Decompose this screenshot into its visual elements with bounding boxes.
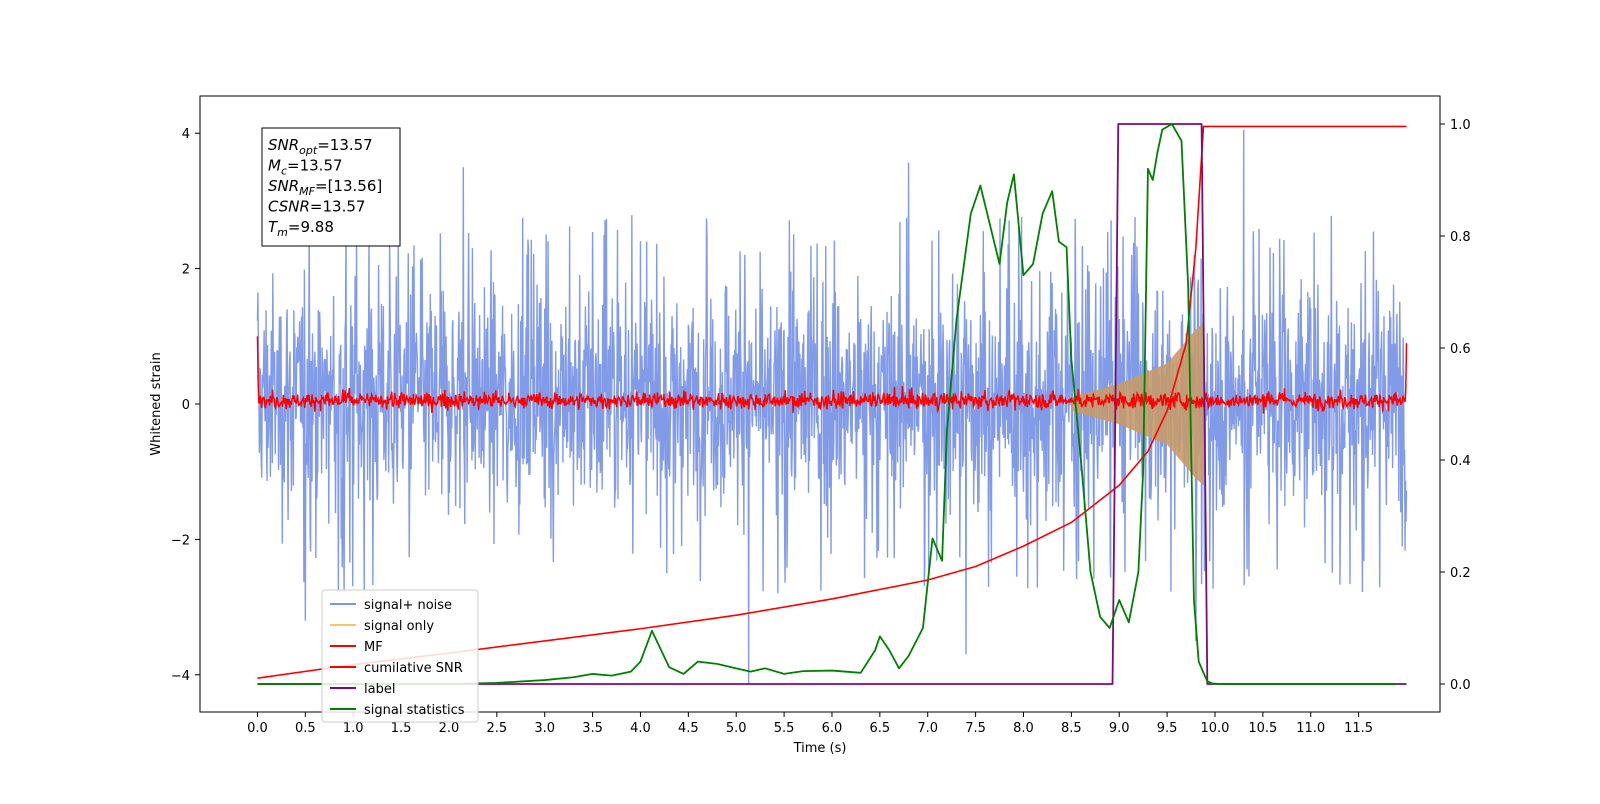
legend-item: signal statistics	[364, 703, 465, 718]
x-axis: 0.0 0.5 1.0 1.5 2.0 2.5 3.0 3.5 4.0 4.5 5.0 5.5 6.0 6…	[247, 712, 1373, 736]
x-tick-label: 9.0	[1109, 721, 1130, 736]
y-tick-label: −2	[171, 533, 190, 548]
series-signal-statistics	[257, 123, 1397, 685]
x-tick-label: 10.0	[1201, 721, 1230, 736]
stats-annotation-box: SNRopt=13.57Mc=13.57SNRMF=[13.56]CSNR=13…	[261, 127, 401, 247]
x-tick-label: 7.0	[917, 721, 938, 736]
series-signal-plus-noise	[256, 129, 1408, 685]
x-tick-label: 10.5	[1248, 721, 1277, 736]
y2-tick-label: 0.4	[1450, 454, 1471, 469]
y-tick-label: 4	[182, 127, 190, 142]
x-tick-label: 2.5	[486, 721, 507, 736]
x-tick-label: 0.0	[247, 721, 268, 736]
y-tick-label: 2	[182, 263, 190, 278]
y-tick-label: 0	[182, 398, 190, 413]
series-mf	[256, 336, 1408, 414]
x-tick-label: 3.0	[534, 721, 555, 736]
y2-tick-label: 0.8	[1450, 230, 1471, 245]
x-tick-label: 5.5	[774, 721, 795, 736]
legend-item: cumilative SNR	[364, 661, 463, 676]
x-tick-label: 8.0	[1013, 721, 1034, 736]
y2-tick-label: 0.6	[1450, 342, 1471, 357]
annotation-line: CSNR=13.57	[268, 198, 365, 216]
annotation-line: SNRMF=[13.56]	[268, 177, 382, 198]
x-tick-label: 2.0	[439, 721, 460, 736]
legend-item: MF	[364, 640, 383, 655]
series-signal-only	[1071, 322, 1206, 486]
x-tick-label: 9.5	[1157, 721, 1178, 736]
y-tick-label: −4	[171, 669, 190, 684]
x-tick-label: 11.5	[1344, 721, 1373, 736]
x-tick-label: 1.0	[343, 721, 364, 736]
x-tick-label: 3.5	[582, 721, 603, 736]
x-tick-label: 0.5	[295, 721, 316, 736]
annotation-line: SNRopt=13.57	[268, 136, 373, 157]
y-axis-right: 0.0 0.2 0.4 0.6 0.8 1.0	[1440, 118, 1471, 693]
x-tick-label: 4.5	[678, 721, 699, 736]
x-tick-label: 4.0	[630, 721, 651, 736]
x-axis-label: Time (s)	[793, 741, 847, 756]
x-tick-label: 8.5	[1061, 721, 1082, 736]
legend-item: signal only	[364, 619, 434, 634]
series-cumulative-snr	[257, 125, 1407, 679]
y2-tick-label: 1.0	[1450, 118, 1471, 133]
x-tick-label: 6.0	[822, 721, 843, 736]
legend-item: signal+ noise	[364, 598, 452, 613]
y-axis-label: Whitened strain	[149, 352, 164, 455]
legend: signal+ noise signal only MF cumilative SNR…	[321, 589, 479, 723]
x-tick-label: 11.0	[1296, 721, 1325, 736]
y-axis-left: −4 −2 0 2 4	[171, 127, 200, 684]
annotation-line: Tm=9.88	[268, 218, 334, 239]
x-tick-label: 7.5	[965, 721, 986, 736]
x-tick-label: 5.0	[726, 721, 747, 736]
legend-frame	[321, 589, 479, 723]
annotation-line: Mc=13.57	[268, 157, 343, 178]
y2-tick-label: 0.2	[1450, 566, 1471, 581]
x-tick-label: 6.5	[870, 721, 891, 736]
x-tick-label: 1.5	[391, 721, 412, 736]
plot-area	[256, 123, 1408, 685]
y2-tick-label: 0.0	[1450, 678, 1471, 693]
annotation-frame	[261, 127, 401, 247]
legend-item: label	[364, 682, 395, 697]
